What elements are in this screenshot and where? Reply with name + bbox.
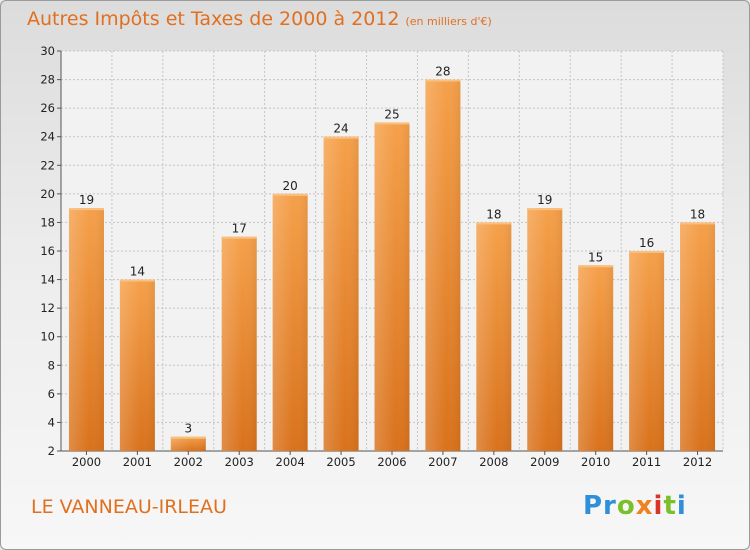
value-label-2009: 19 <box>537 193 552 207</box>
chart-title-text: Autres Impôts et Taxes de 2000 à 2012 <box>27 8 400 30</box>
bar-cap <box>680 222 716 225</box>
value-label-2003: 17 <box>232 222 247 236</box>
chart-unit: (en milliers d'€) <box>405 15 492 28</box>
x-tick-label-2008: 2008 <box>479 455 508 469</box>
x-tick-label-2007: 2007 <box>428 455 457 469</box>
x-tick-label-2004: 2004 <box>276 455 305 469</box>
y-tick-label: 30 <box>40 44 55 58</box>
x-tick-label-2001: 2001 <box>123 455 152 469</box>
x-tick-label-2012: 2012 <box>683 455 712 469</box>
x-tick-label-2003: 2003 <box>225 455 254 469</box>
value-label-2005: 24 <box>333 122 348 136</box>
y-tick-label: 24 <box>40 130 55 144</box>
bar-shine <box>578 265 614 451</box>
bar-shine <box>476 222 512 451</box>
x-tick-label-2006: 2006 <box>377 455 406 469</box>
y-tick-label: 22 <box>40 158 55 172</box>
value-label-2000: 19 <box>79 193 94 207</box>
proxiti-logo: Proxiti <box>583 491 687 521</box>
value-label-2010: 15 <box>588 250 603 264</box>
bar-shine <box>170 436 206 451</box>
bar-shine <box>272 193 308 451</box>
y-tick-label: 18 <box>40 215 55 229</box>
bar-cap <box>476 222 512 225</box>
bar-cap <box>527 208 563 211</box>
x-tick-label-2011: 2011 <box>632 455 661 469</box>
x-tick-label-2009: 2009 <box>530 455 559 469</box>
bar-layer <box>68 79 716 452</box>
y-tick-label: 12 <box>40 301 55 315</box>
bar-cap <box>323 136 359 139</box>
value-label-2007: 28 <box>435 65 450 79</box>
label-layer: 19 2000 14 2001 3 2002 17 2003 20 2004 24 2005 25 200… <box>72 65 712 469</box>
location-name: LE VANNEAU-IRLEAU <box>31 496 227 518</box>
value-label-2011: 16 <box>639 236 654 250</box>
bar-shine <box>221 236 257 451</box>
x-tick-label-2002: 2002 <box>174 455 203 469</box>
y-tick-label: 20 <box>40 187 55 201</box>
bar-shine <box>68 208 104 451</box>
chart-title: Autres Impôts et Taxes de 2000 à 2012 (en… <box>27 8 492 30</box>
y-tick-label: 14 <box>40 273 55 287</box>
value-label-2001: 14 <box>130 265 145 279</box>
bar-cap <box>578 265 614 268</box>
value-label-2008: 18 <box>486 207 501 221</box>
bar-shine <box>323 136 359 451</box>
bar-shine <box>374 122 410 451</box>
bar-shine <box>680 222 716 451</box>
bar-cap <box>170 436 206 439</box>
y-tick-label: 26 <box>40 101 55 115</box>
value-label-2004: 20 <box>283 179 298 193</box>
x-tick-label-2005: 2005 <box>326 455 355 469</box>
bar-shine <box>425 79 461 452</box>
bar-shine <box>527 208 563 451</box>
y-tick-label: 4 <box>48 415 55 429</box>
value-label-2006: 25 <box>384 107 399 121</box>
value-label-2012: 18 <box>690 207 705 221</box>
bar-cap <box>629 251 665 253</box>
y-tick-label: 8 <box>48 358 55 372</box>
bar-cap <box>374 122 410 125</box>
y-tick-label: 16 <box>40 244 55 258</box>
x-tick-label-2010: 2010 <box>581 455 610 469</box>
bar-cap <box>68 208 104 211</box>
y-tick-label: 10 <box>40 330 55 344</box>
x-tick-label-2000: 2000 <box>72 455 101 469</box>
bar-cap <box>221 236 257 239</box>
bar-cap <box>272 193 308 196</box>
y-tick-label: 2 <box>48 444 55 458</box>
bar-shine <box>629 251 665 451</box>
bar-shine <box>119 279 155 451</box>
y-tick-label: 28 <box>40 73 55 87</box>
y-tick-label: 6 <box>48 387 55 401</box>
value-label-2002: 3 <box>184 422 192 436</box>
bar-cap <box>119 279 155 282</box>
bar-cap <box>425 79 461 82</box>
